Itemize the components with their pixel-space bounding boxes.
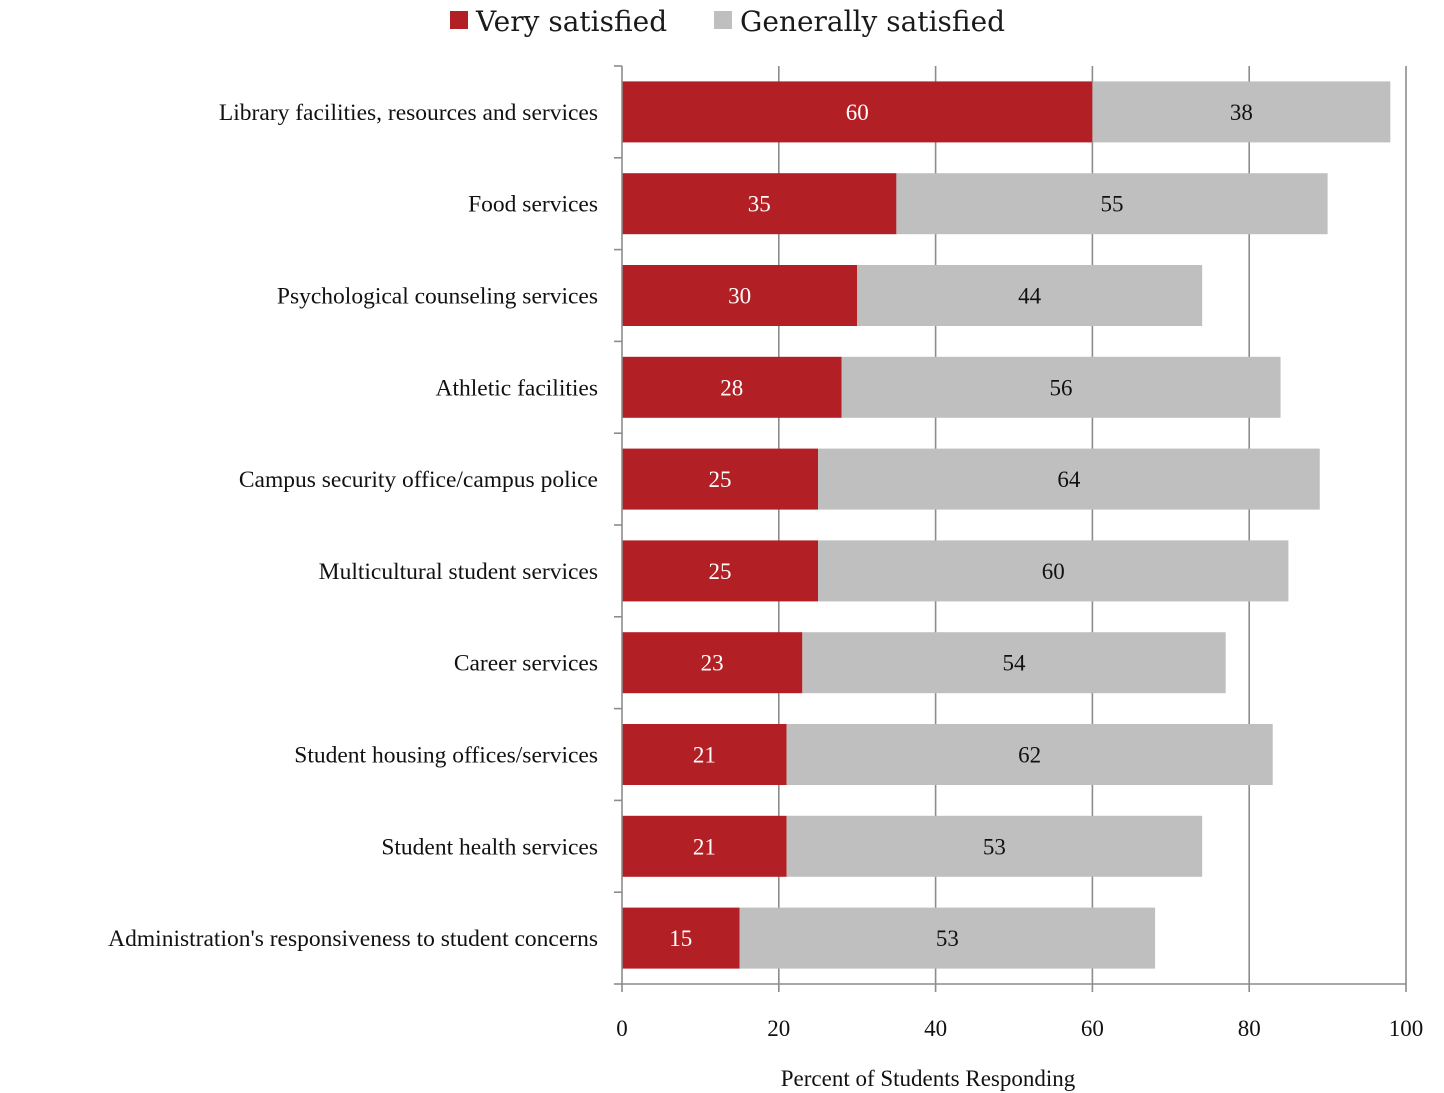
data-label: 15 [669, 926, 692, 951]
bar-generally-satisfied [786, 815, 1203, 877]
data-label: 23 [701, 651, 724, 676]
data-label: 54 [1003, 651, 1027, 676]
bar-generally-satisfied [786, 724, 1273, 785]
legend-swatch [450, 11, 468, 29]
data-label: 38 [1230, 100, 1253, 125]
category-label: Multicultural student services [319, 559, 598, 585]
data-label: 53 [936, 926, 959, 951]
data-label: 56 [1050, 375, 1073, 400]
category-label: Administration's responsiveness to stude… [108, 926, 598, 952]
x-tick-label: 60 [1081, 1016, 1104, 1041]
bar-very-satisfied [622, 81, 1093, 143]
x-tick-label: 20 [767, 1016, 790, 1041]
data-label: 44 [1018, 284, 1042, 309]
category-label: Library facilities, resources and servic… [219, 100, 598, 126]
bar-very-satisfied [622, 265, 858, 326]
bar-generally-satisfied [818, 448, 1320, 510]
data-label: 25 [709, 467, 732, 492]
bar-very-satisfied [622, 815, 787, 877]
data-label: 62 [1018, 743, 1041, 768]
data-label: 30 [728, 284, 751, 309]
legend-label: Generally satisfied [740, 5, 1005, 38]
x-tick-labels: 0 20 40 60 80 100 [616, 1016, 1423, 1041]
bar-generally-satisfied [818, 540, 1289, 602]
bar-generally-satisfied [841, 356, 1281, 418]
category-label: Career services [454, 651, 598, 677]
data-label: 60 [846, 100, 869, 125]
data-label: 28 [720, 375, 743, 400]
category-label: Athletic facilities [436, 375, 598, 401]
category-label: Food services [468, 192, 598, 218]
bars [622, 81, 1391, 969]
data-label: 53 [983, 834, 1006, 859]
legend-label: Very satisfied [475, 5, 667, 38]
data-label: 21 [693, 743, 716, 768]
data-label: 35 [748, 192, 771, 217]
data-labels: 60 38 35 55 30 44 28 56 25 64 25 60 23 54 21 62 21 53 15 53 [669, 100, 1253, 951]
data-label: 25 [709, 559, 732, 584]
category-label: Campus security office/campus police [239, 467, 598, 493]
bar-generally-satisfied [739, 907, 1156, 969]
bar-generally-satisfied [1092, 81, 1391, 143]
bar-generally-satisfied [857, 265, 1203, 326]
bar-very-satisfied [622, 448, 818, 510]
category-labels: Library facilities, resources and servic… [108, 100, 598, 952]
data-label: 60 [1042, 559, 1065, 584]
legend-swatch [714, 11, 732, 29]
axes [614, 65, 1407, 992]
bar-very-satisfied [622, 632, 803, 694]
data-label: 21 [693, 834, 716, 859]
x-tick-label: 0 [616, 1016, 628, 1041]
category-label: Student health services [381, 834, 598, 860]
data-label: 55 [1101, 192, 1124, 217]
category-label: Student housing offices/services [294, 743, 598, 769]
x-tick-label: 40 [924, 1016, 947, 1041]
bar-very-satisfied [622, 356, 842, 418]
x-tick-label: 80 [1238, 1016, 1261, 1041]
bar-very-satisfied [622, 907, 740, 969]
x-axis-title: Percent of Students Responding [781, 1066, 1076, 1091]
bar-very-satisfied [622, 724, 787, 785]
x-tick-label: 100 [1389, 1016, 1424, 1041]
legend: Very satisfied Generally satisfied [450, 5, 1005, 38]
bar-generally-satisfied [802, 632, 1226, 694]
bar-very-satisfied [622, 540, 818, 602]
category-label: Psychological counseling services [277, 284, 598, 310]
data-label: 64 [1057, 467, 1081, 492]
bar-generally-satisfied [896, 173, 1328, 235]
bar-very-satisfied [622, 173, 897, 235]
